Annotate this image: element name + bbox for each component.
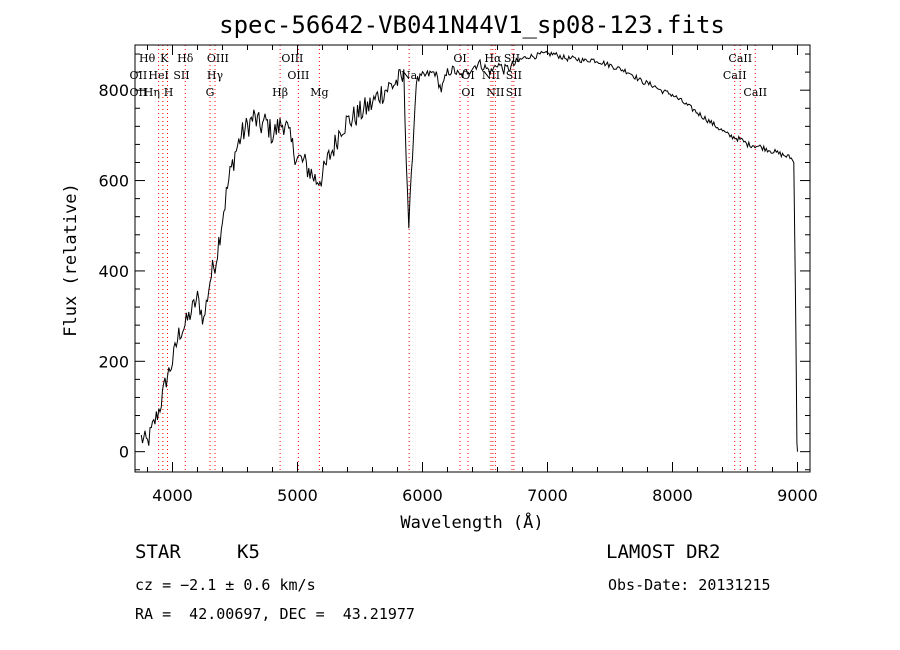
spectral-line-label: K bbox=[160, 52, 169, 65]
spectral-line-label: OI bbox=[461, 69, 474, 82]
y-tick-label: 0 bbox=[119, 443, 129, 462]
survey-name: LAMOST DR2 bbox=[606, 541, 721, 563]
x-tick-label: 9000 bbox=[777, 486, 818, 505]
spectral-line-label: Hθ bbox=[139, 52, 156, 65]
spectral-line-label: Hη bbox=[144, 86, 160, 99]
x-tick-label: 7000 bbox=[527, 486, 568, 505]
spectral-line-labels: Hθ K Hδ OIII OIII OI Hα SII CaII OII HeI SII Hγ OIII N… bbox=[130, 52, 768, 99]
spectral-line-label: Hβ bbox=[272, 86, 288, 99]
observation-date: Obs-Date: 20131215 bbox=[608, 576, 771, 594]
spectral-line-label: OI bbox=[461, 86, 474, 99]
object-subclass: K5 bbox=[237, 541, 260, 563]
spectral-line-label: NII bbox=[482, 69, 500, 82]
spectral-line-label: CaII bbox=[728, 52, 752, 65]
y-axis-label: Flux (relative) bbox=[61, 183, 81, 337]
spectral-line-label: G bbox=[206, 86, 215, 99]
x-axis-ticks: 4000 5000 6000 7000 8000 9000 bbox=[147, 45, 818, 505]
x-tick-label: 5000 bbox=[277, 486, 318, 505]
coordinates: RA = 42.00697, DEC = 43.21977 bbox=[135, 605, 415, 623]
spectral-line-label: OIII bbox=[207, 52, 229, 65]
chart-title: spec-56642-VB041N44V1_sp08-123.fits bbox=[219, 11, 725, 39]
spectral-line-label: CaII bbox=[743, 86, 767, 99]
spectral-line-label: OII bbox=[130, 69, 148, 82]
spectral-line-label: Mg bbox=[310, 86, 328, 99]
absorption-line-markers bbox=[158, 45, 756, 472]
y-tick-label: 600 bbox=[98, 172, 129, 191]
plot-frame bbox=[134, 44, 811, 473]
spectral-line-label: OIII bbox=[281, 52, 303, 65]
redshift-cz: cz = −2.1 ± 0.6 km/s bbox=[135, 576, 316, 594]
x-tick-label: 8000 bbox=[652, 486, 693, 505]
spectral-line-label: OI bbox=[453, 52, 466, 65]
y-axis-ticks: 0 200 400 600 800 bbox=[98, 53, 810, 471]
spectral-line-label: HeI bbox=[148, 69, 168, 82]
spectrum-line bbox=[140, 50, 798, 452]
spectral-line-label: H bbox=[164, 86, 174, 99]
x-tick-label: 6000 bbox=[402, 486, 443, 505]
y-tick-label: 800 bbox=[98, 81, 129, 100]
spectral-line-label: Hα bbox=[484, 52, 502, 65]
spectral-line-label: SII bbox=[173, 69, 189, 82]
y-tick-label: 400 bbox=[98, 262, 129, 281]
spectral-line-label: OII bbox=[130, 86, 148, 99]
spectral-line-label: NII bbox=[486, 86, 504, 99]
spectral-line-label: SII bbox=[506, 86, 522, 99]
x-tick-label: 4000 bbox=[152, 486, 193, 505]
spectral-line-label: Na bbox=[401, 69, 418, 82]
spectral-line-label: OIII bbox=[287, 69, 309, 82]
x-axis-label: Wavelength (Å) bbox=[400, 511, 543, 533]
spectral-line-label: Hδ bbox=[177, 52, 194, 65]
object-class: STAR bbox=[135, 541, 181, 563]
y-tick-label: 200 bbox=[98, 352, 129, 371]
spectral-line-label: Hγ bbox=[207, 69, 224, 82]
spectral-line-label: CaII bbox=[723, 69, 747, 82]
spectral-line-label: SII bbox=[506, 69, 522, 82]
